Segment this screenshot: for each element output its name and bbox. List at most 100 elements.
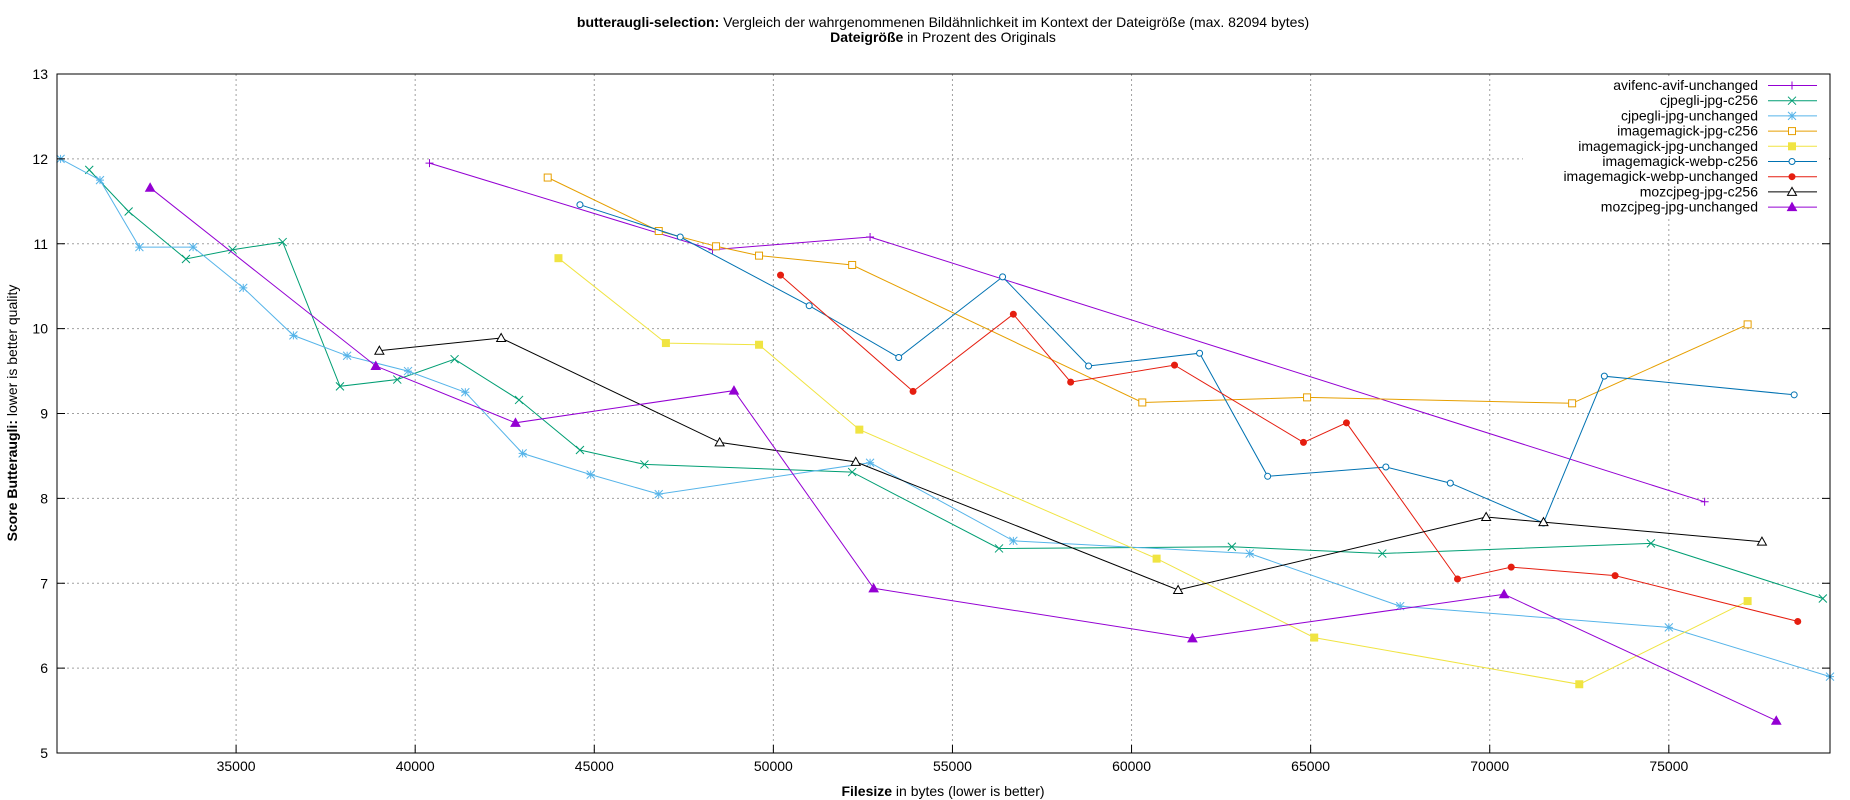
x-tick-label: 50000	[754, 758, 793, 774]
chart-title: butteraugli-selection: Vergleich der wah…	[577, 14, 1309, 30]
legend-background	[1523, 76, 1829, 219]
y-tick-label: 12	[32, 151, 48, 167]
data-point-mozcjpeg-jpg-unchanged	[510, 417, 521, 427]
data-point-mozcjpeg-jpg-c256	[1538, 516, 1549, 527]
data-point-imagemagick-jpg-unchanged	[1152, 554, 1161, 563]
data-point-mozcjpeg-jpg-c256	[495, 332, 507, 342]
chart-title-bold: butteraugli-selection:	[577, 14, 719, 30]
data-point-avifenc-avif-unchanged	[1700, 497, 1709, 506]
x2-axis-label-rest: in Prozent des Originals	[903, 29, 1056, 45]
y-axis-label-bold: Score Butteraugli:	[4, 420, 20, 541]
data-point-imagemagick-webp-unchanged	[1009, 310, 1017, 318]
data-point-cjpegli-jpg-c256	[392, 375, 402, 384]
data-point-cjpegli-jpg-unchanged	[518, 449, 527, 458]
y-tick-label: 13	[32, 66, 48, 82]
series-imagemagick-webp-c256	[576, 201, 1798, 527]
legend-marker-imagemagick-jpg-unchanged	[1788, 142, 1796, 151]
x-tick-label: 75000	[1649, 758, 1688, 774]
data-point-avifenc-avif-unchanged	[866, 232, 875, 241]
x-tick-label: 45000	[575, 758, 614, 774]
data-point-cjpegli-jpg-unchanged	[460, 387, 470, 397]
data-point-avifenc-avif-unchanged	[425, 159, 434, 168]
data-point-imagemagick-jpg-c256	[1568, 399, 1577, 408]
data-point-mozcjpeg-jpg-c256	[374, 345, 385, 355]
data-point-cjpegli-jpg-unchanged	[135, 242, 144, 252]
data-point-cjpegli-jpg-c256	[278, 237, 288, 247]
y-axis-label: Score Butteraugli: lower is better quali…	[4, 285, 20, 542]
data-point-mozcjpeg-jpg-c256	[1480, 511, 1492, 522]
data-point-imagemagick-webp-c256	[1264, 472, 1272, 480]
data-point-cjpegli-jpg-c256	[181, 254, 191, 264]
data-point-imagemagick-webp-unchanged	[1067, 378, 1075, 386]
data-point-imagemagick-webp-c256	[1600, 372, 1608, 380]
series-line-imagemagick-jpg-unchanged	[558, 257, 1748, 685]
data-point-imagemagick-webp-c256	[676, 233, 684, 241]
data-point-cjpegli-jpg-unchanged	[1245, 549, 1255, 558]
legend-label-cjpegli-jpg-unchanged: cjpegli-jpg-unchanged	[1621, 107, 1758, 123]
x-tick-label: 40000	[396, 758, 435, 774]
data-point-cjpegli-jpg-unchanged	[289, 331, 298, 340]
data-point-cjpegli-jpg-c256	[1646, 539, 1656, 548]
legend-marker-cjpegli-jpg-unchanged	[1787, 111, 1797, 121]
data-point-imagemagick-webp-c256	[999, 273, 1007, 281]
data-point-cjpegli-jpg-c256	[514, 395, 524, 405]
data-point-imagemagick-webp-unchanged	[1299, 438, 1307, 446]
data-point-cjpegli-jpg-unchanged	[1008, 536, 1018, 546]
data-point-cjpegli-jpg-unchanged	[342, 351, 352, 361]
series-line-mozcjpeg-jpg-c256	[379, 337, 1762, 591]
data-point-imagemagick-webp-c256	[1196, 349, 1204, 357]
data-point-cjpegli-jpg-c256	[228, 245, 237, 255]
data-point-imagemagick-jpg-unchanged	[1575, 680, 1584, 689]
data-point-imagemagick-jpg-unchanged	[755, 340, 764, 349]
data-point-cjpegli-jpg-c256	[640, 460, 649, 469]
data-point-cjpegli-jpg-c256	[1377, 549, 1387, 558]
legend-label-imagemagick-webp-unchanged: imagemagick-webp-unchanged	[1563, 168, 1758, 184]
data-point-mozcjpeg-jpg-unchanged	[868, 582, 880, 593]
data-point-cjpegli-jpg-c256	[994, 544, 1004, 553]
y-tick-label: 11	[33, 236, 48, 252]
data-point-cjpegli-jpg-c256	[335, 381, 345, 391]
data-point-imagemagick-webp-c256	[895, 353, 903, 361]
data-point-imagemagick-webp-c256	[1085, 362, 1093, 370]
data-point-imagemagick-webp-c256	[1790, 391, 1798, 399]
data-point-cjpegli-jpg-unchanged	[654, 489, 664, 499]
data-point-mozcjpeg-jpg-unchanged	[370, 360, 382, 370]
data-point-mozcjpeg-jpg-c256	[1756, 536, 1768, 546]
data-point-cjpegli-jpg-c256	[1227, 542, 1237, 552]
series-line-avifenc-avif-unchanged	[429, 162, 1705, 503]
x-axis-label-bold: Filesize	[841, 783, 892, 799]
x-tick-label: 70000	[1470, 758, 1509, 774]
series-cjpegli-jpg-c256	[84, 165, 1828, 603]
x-tick-label: 60000	[1112, 758, 1151, 774]
series-cjpegli-jpg-unchanged	[56, 154, 1835, 681]
data-point-mozcjpeg-jpg-unchanged	[1498, 588, 1510, 599]
data-point-imagemagick-jpg-c256	[712, 242, 721, 251]
chart-title-rest: Vergleich der wahrgenommenen Bildähnlich…	[719, 14, 1309, 30]
data-point-cjpegli-jpg-c256	[124, 207, 133, 216]
data-point-imagemagick-webp-unchanged	[1453, 575, 1461, 583]
data-point-cjpegli-jpg-c256	[1818, 594, 1828, 603]
x-axis-label: Filesize in bytes (lower is better)	[841, 783, 1044, 799]
series-imagemagick-jpg-unchanged	[554, 254, 1752, 689]
data-point-cjpegli-jpg-unchanged	[865, 458, 875, 468]
data-point-mozcjpeg-jpg-c256	[850, 456, 862, 466]
data-point-imagemagick-webp-c256	[1382, 463, 1390, 471]
series-mozcjpeg-jpg-unchanged	[144, 182, 1782, 725]
legend-label-imagemagick-jpg-unchanged: imagemagick-jpg-unchanged	[1578, 138, 1758, 154]
data-point-imagemagick-webp-unchanged	[1171, 361, 1179, 369]
data-point-mozcjpeg-jpg-unchanged	[1187, 632, 1198, 643]
y-axis-label-rest: lower is better quality	[4, 285, 20, 420]
legend-label-cjpegli-jpg-c256: cjpegli-jpg-c256	[1660, 92, 1758, 108]
data-point-cjpegli-jpg-unchanged	[95, 175, 105, 185]
data-point-cjpegli-jpg-unchanged	[1395, 601, 1405, 611]
data-point-imagemagick-jpg-unchanged	[554, 254, 563, 263]
legend-label-imagemagick-jpg-c256: imagemagick-jpg-c256	[1617, 123, 1758, 139]
data-point-imagemagick-jpg-unchanged	[661, 339, 670, 348]
data-point-mozcjpeg-jpg-unchanged	[728, 385, 740, 395]
x2-axis-label-bold: Dateigröße	[830, 29, 903, 45]
data-point-cjpegli-jpg-c256	[847, 467, 857, 477]
data-point-imagemagick-jpg-c256	[1303, 393, 1312, 402]
legend-label-mozcjpeg-jpg-unchanged: mozcjpeg-jpg-unchanged	[1601, 199, 1758, 215]
text-layer: 35000 40000 45000 50000 55000 60000 65000 70000…	[4, 14, 1688, 799]
